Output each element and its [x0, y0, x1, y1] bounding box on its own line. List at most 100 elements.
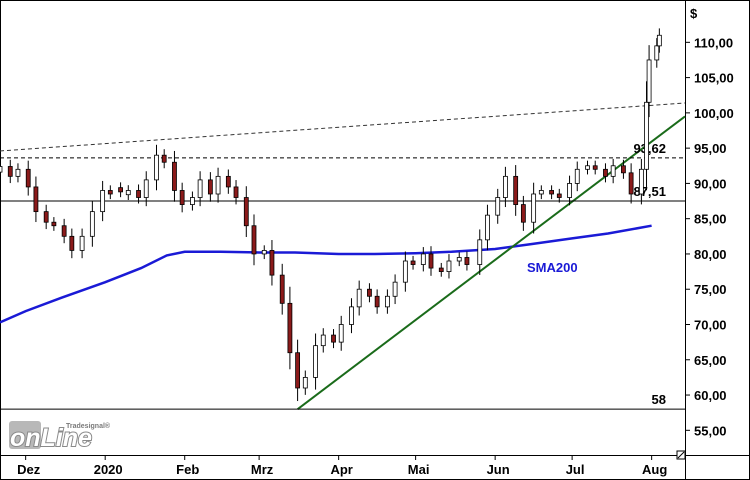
candle	[118, 182, 123, 198]
candle	[89, 201, 95, 247]
x-tick-label: Jun	[487, 462, 510, 477]
candle-body	[107, 190, 113, 195]
candle-body	[367, 288, 372, 297]
candle	[356, 280, 362, 316]
candle	[592, 160, 598, 175]
x-tick-label: Dez	[17, 462, 41, 477]
candle-body	[215, 175, 221, 195]
candle-body	[549, 190, 554, 195]
resize-grip-icon[interactable]	[676, 450, 686, 460]
candle-body	[495, 197, 501, 216]
candle	[302, 370, 308, 395]
candle-body	[51, 221, 57, 227]
level-label: 58	[652, 392, 666, 407]
candle-body	[656, 34, 662, 47]
level-label: 93,62	[633, 141, 666, 156]
candle	[464, 251, 470, 271]
candle-body	[269, 250, 275, 276]
candle-body	[356, 288, 362, 308]
candle	[420, 247, 426, 272]
candle	[410, 255, 416, 270]
y-tick-label: 85,00	[694, 212, 727, 227]
candle	[100, 180, 106, 222]
candle-body	[503, 175, 508, 198]
candle-body	[446, 260, 452, 272]
candle-body	[331, 334, 336, 343]
candle-body	[302, 377, 308, 389]
candle-body	[574, 168, 580, 184]
candle	[243, 186, 249, 238]
y-tick-label: 80,00	[694, 247, 727, 262]
candle	[349, 298, 354, 334]
candle	[143, 171, 149, 207]
y-axis-ticks: 55,00 60,00 65,00 70,00 75,00 80,00 85,00 90,00…	[685, 35, 734, 438]
candle	[503, 166, 508, 208]
candle	[538, 185, 544, 200]
candle	[520, 195, 526, 231]
candle-body	[0, 166, 3, 173]
candle	[654, 38, 660, 68]
candle-body	[287, 302, 293, 354]
candle-body	[251, 225, 257, 255]
candle-body	[61, 225, 67, 237]
candle-body	[603, 168, 608, 177]
candle-body	[644, 101, 649, 170]
candle-body	[89, 211, 95, 237]
candle-body	[531, 193, 537, 223]
candle-body	[243, 197, 249, 227]
candle-body	[538, 190, 544, 195]
candle-body	[338, 324, 344, 343]
candle-body	[33, 186, 39, 213]
candle	[574, 161, 580, 192]
candle-body	[610, 165, 616, 177]
tradesignal-online-logo: onLine Tradesignal®	[9, 421, 111, 453]
candle	[320, 328, 326, 353]
y-tick-label: 90,00	[694, 176, 727, 191]
candle	[225, 169, 231, 194]
logo-badge	[9, 421, 41, 449]
candle	[567, 175, 572, 206]
x-axis-ticks: Dez 2020 Feb Mrz Apr Mai Jun Jul Aug	[17, 455, 667, 477]
x-tick-label: Jul	[566, 462, 585, 477]
candle-body	[384, 295, 390, 308]
candle-body	[143, 179, 149, 198]
y-tick-label: 75,00	[694, 282, 727, 297]
candle-body	[279, 274, 285, 304]
candle	[367, 283, 372, 303]
y-tick-label: 110,00	[694, 35, 733, 50]
candle	[51, 217, 57, 231]
candle	[628, 163, 634, 204]
candle-body	[585, 165, 590, 170]
candle-body	[556, 193, 562, 198]
candle	[0, 160, 3, 178]
candle	[531, 182, 537, 234]
candle	[513, 165, 519, 216]
candle	[384, 289, 390, 314]
candle-body	[295, 352, 301, 389]
x-tick-label: Feb	[176, 462, 199, 477]
candle	[621, 159, 626, 179]
candle-body	[7, 166, 13, 177]
candle	[251, 214, 257, 266]
candle-body	[190, 197, 195, 205]
candle-body	[320, 334, 326, 347]
x-tick-label: Aug	[642, 462, 667, 477]
sma200-line	[0, 224, 652, 324]
candle-body	[456, 257, 462, 262]
y-tick-label: 60,00	[694, 388, 727, 403]
candle-body	[485, 214, 490, 241]
candle	[644, 81, 649, 191]
candle-body	[125, 190, 131, 196]
x-tick-label: Mrz	[251, 462, 274, 477]
candle-body	[646, 59, 652, 103]
candle-body	[233, 186, 239, 198]
candle-body	[154, 154, 159, 181]
sma200-layer	[0, 224, 652, 324]
candle-body	[628, 172, 634, 195]
candle	[107, 185, 113, 200]
candle	[179, 182, 185, 213]
candle	[295, 339, 301, 402]
candle	[69, 228, 75, 259]
candle-body	[172, 161, 177, 191]
